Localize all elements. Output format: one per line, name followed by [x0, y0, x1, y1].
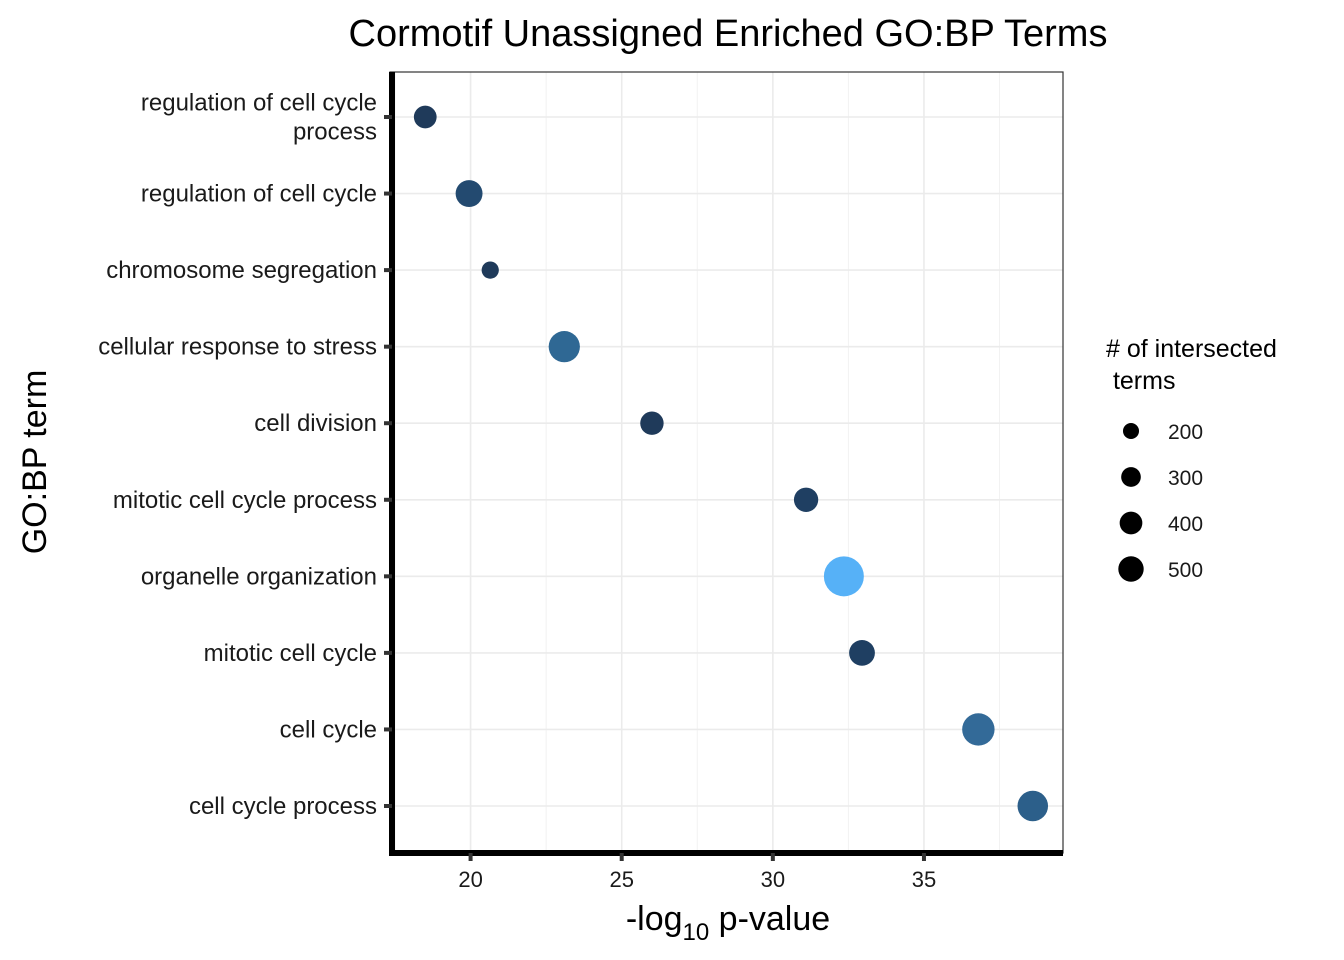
x-axis-title: -log10 p-value	[626, 900, 830, 946]
chart-title: Cormotif Unassigned Enriched GO:BP Terms	[349, 13, 1108, 55]
data-point	[481, 261, 499, 279]
grid	[392, 72, 1063, 853]
data-point	[640, 411, 664, 435]
x-axis-title-subscript: 10	[683, 919, 710, 946]
x-tick-label: 25	[609, 867, 633, 892]
legend: # of intersected terms 200 300 400 500	[1106, 335, 1277, 582]
data-point	[823, 556, 864, 597]
y-tick-label: cell division	[254, 410, 377, 437]
y-tick-label: cell cycle process	[189, 793, 377, 820]
y-tick-label: regulation of cell cycle	[141, 181, 377, 208]
legend-label: 200	[1168, 421, 1203, 444]
data-point	[849, 639, 875, 666]
data-points	[413, 105, 1049, 822]
y-axis-ticks: regulation of cell cycle process regulatio…	[98, 90, 392, 820]
y-tick-label: chromosome segregation	[106, 257, 377, 284]
panel-border	[389, 71, 1064, 854]
x-tick-label: 35	[912, 867, 936, 892]
legend-label: 300	[1168, 467, 1203, 490]
x-tick-label: 30	[761, 867, 785, 892]
legend-key	[1118, 556, 1144, 582]
legend-key	[1119, 511, 1143, 535]
data-point	[1017, 790, 1049, 822]
legend-label: 400	[1168, 513, 1203, 536]
y-tick-label: regulation of cell cycle process	[141, 90, 377, 146]
y-tick-label: cell cycle	[280, 716, 377, 743]
y-tick-label: organelle organization	[141, 563, 377, 590]
data-point	[548, 331, 580, 363]
y-axis-title: GO:BP term	[16, 370, 54, 555]
x-axis-ticks: 20 25 30 35	[458, 853, 936, 892]
data-point	[962, 713, 995, 746]
y-tick-label: mitotic cell cycle	[204, 640, 377, 667]
data-point	[793, 487, 819, 512]
data-point	[413, 105, 437, 129]
legend-key	[1121, 467, 1141, 487]
data-point	[455, 180, 483, 208]
y-tick-label: mitotic cell cycle process	[113, 487, 377, 514]
x-tick-label: 20	[458, 867, 482, 892]
legend-label: 500	[1168, 559, 1203, 582]
legend-key	[1122, 422, 1140, 440]
y-tick-label: cellular response to stress	[98, 334, 377, 361]
legend-title: # of intersected terms	[1106, 335, 1277, 395]
